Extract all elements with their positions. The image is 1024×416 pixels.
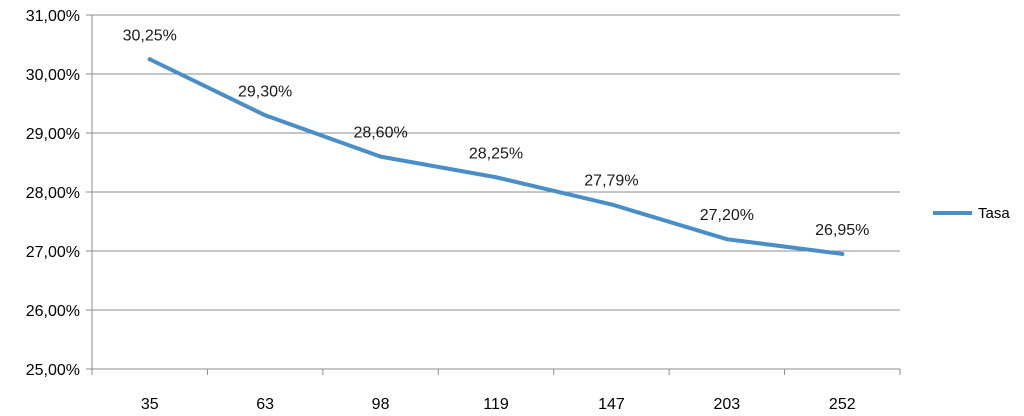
legend: Tasa bbox=[933, 205, 1010, 222]
gridlines bbox=[92, 14, 900, 370]
data-point bbox=[609, 202, 614, 207]
y-tick-label: 28,00% bbox=[26, 185, 80, 202]
y-axis-tick-labels: 25,00% 26,00% 27,00% 28,00% 29,00% 30,00% 31,0… bbox=[26, 8, 80, 379]
x-tick-label: 98 bbox=[372, 396, 390, 413]
data-point bbox=[263, 113, 268, 118]
y-tick-label: 26,00% bbox=[26, 303, 80, 320]
data-label: 28,25% bbox=[469, 145, 523, 162]
data-label: 28,60% bbox=[353, 125, 407, 142]
y-tick-label: 27,00% bbox=[26, 244, 80, 261]
data-point bbox=[724, 237, 729, 242]
x-tick-label: 119 bbox=[483, 396, 509, 413]
data-point bbox=[378, 154, 383, 159]
data-labels: 30,25% 29,30% 28,60% 28,25% 27,79% 27,20% 26,9… bbox=[123, 27, 870, 239]
x-axis-tick-labels: 35 63 98 119 147 203 252 bbox=[141, 396, 856, 413]
data-label: 27,20% bbox=[700, 207, 754, 224]
y-tick-label: 29,00% bbox=[26, 126, 80, 143]
data-point bbox=[494, 175, 498, 180]
x-tick-label: 252 bbox=[829, 396, 856, 413]
y-tick-label: 30,00% bbox=[26, 67, 80, 84]
x-tick-label: 35 bbox=[141, 396, 159, 413]
data-label: 29,30% bbox=[238, 83, 292, 100]
data-point bbox=[840, 251, 845, 256]
series-lines bbox=[147, 57, 845, 256]
data-label: 26,95% bbox=[815, 222, 869, 239]
y-tick-label: 31,00% bbox=[26, 8, 80, 25]
legend-label: Tasa bbox=[978, 205, 1010, 222]
axes bbox=[86, 14, 901, 375]
x-tick-label: 147 bbox=[598, 396, 625, 413]
x-tick-label: 203 bbox=[714, 396, 741, 413]
data-point bbox=[147, 57, 152, 62]
y-tick-label: 25,00% bbox=[26, 362, 80, 379]
data-label: 27,79% bbox=[584, 172, 638, 189]
x-tick-label: 63 bbox=[256, 396, 274, 413]
data-label: 30,25% bbox=[123, 27, 177, 44]
